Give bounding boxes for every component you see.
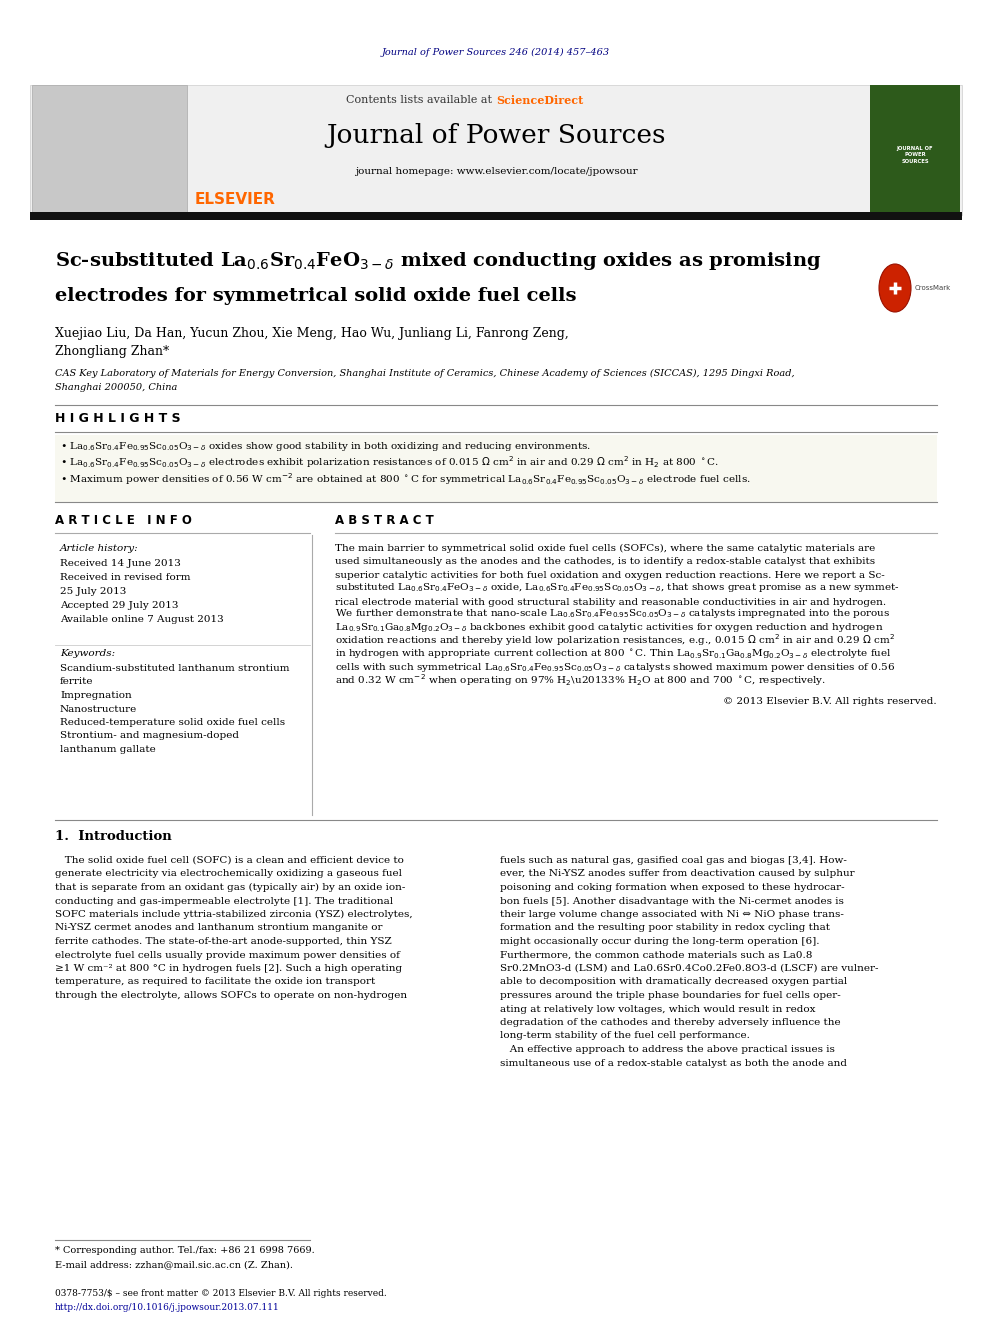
Text: that is separate from an oxidant gas (typically air) by an oxide ion-: that is separate from an oxidant gas (ty… xyxy=(55,882,406,892)
Text: * Corresponding author. Tel./fax: +86 21 6998 7669.: * Corresponding author. Tel./fax: +86 21… xyxy=(55,1246,314,1256)
Bar xyxy=(30,212,962,220)
Text: degradation of the cathodes and thereby adversely influence the: degradation of the cathodes and thereby … xyxy=(500,1017,840,1027)
Text: Strontium- and magnesium-doped: Strontium- and magnesium-doped xyxy=(60,732,239,741)
Text: $\bullet$ La$_{0.6}$Sr$_{0.4}$Fe$_{0.95}$Sc$_{0.05}$O$_{3-\delta}$ electrodes ex: $\bullet$ La$_{0.6}$Sr$_{0.4}$Fe$_{0.95}… xyxy=(60,454,719,470)
Text: and 0.32 W cm$^{-2}$ when operating on 97% H$_2$\u20133% H$_2$O at 800 and 700 $: and 0.32 W cm$^{-2}$ when operating on 9… xyxy=(335,672,826,688)
Text: Scandium-substituted lanthanum strontium: Scandium-substituted lanthanum strontium xyxy=(60,664,290,673)
Text: ever, the Ni-YSZ anodes suffer from deactivation caused by sulphur: ever, the Ni-YSZ anodes suffer from deac… xyxy=(500,869,855,878)
Text: Nanostructure: Nanostructure xyxy=(60,705,137,713)
Text: H I G H L I G H T S: H I G H L I G H T S xyxy=(55,411,181,425)
Text: 0378-7753/$ – see front matter © 2013 Elsevier B.V. All rights reserved.: 0378-7753/$ – see front matter © 2013 El… xyxy=(55,1289,387,1298)
Bar xyxy=(32,85,187,212)
Text: CrossMark: CrossMark xyxy=(915,284,951,291)
Text: lanthanum gallate: lanthanum gallate xyxy=(60,745,156,754)
Text: http://dx.doi.org/10.1016/j.jpowsour.2013.07.111: http://dx.doi.org/10.1016/j.jpowsour.201… xyxy=(55,1303,280,1312)
Text: substituted La$_{0.6}$Sr$_{0.4}$FeO$_{3-\delta}$ oxide, La$_{0.6}$Sr$_{0.4}$Fe$_: substituted La$_{0.6}$Sr$_{0.4}$FeO$_{3-… xyxy=(335,581,900,594)
Text: ELSEVIER: ELSEVIER xyxy=(195,193,276,208)
Text: cells with such symmetrical La$_{0.6}$Sr$_{0.4}$Fe$_{0.95}$Sc$_{0.05}$O$_{3-\del: cells with such symmetrical La$_{0.6}$Sr… xyxy=(335,662,895,675)
Text: temperature, as required to facilitate the oxide ion transport: temperature, as required to facilitate t… xyxy=(55,978,375,987)
Text: poisoning and coking formation when exposed to these hydrocar-: poisoning and coking formation when expo… xyxy=(500,882,844,892)
Text: © 2013 Elsevier B.V. All rights reserved.: © 2013 Elsevier B.V. All rights reserved… xyxy=(723,697,937,706)
Text: in hydrogen with appropriate current collection at 800 $^\circ$C. Thin La$_{0.9}: in hydrogen with appropriate current col… xyxy=(335,647,892,662)
Text: Accepted 29 July 2013: Accepted 29 July 2013 xyxy=(60,601,179,610)
Text: CAS Key Laboratory of Materials for Energy Conversion, Shanghai Institute of Cer: CAS Key Laboratory of Materials for Ener… xyxy=(55,369,795,378)
Text: pressures around the triple phase boundaries for fuel cells oper-: pressures around the triple phase bounda… xyxy=(500,991,841,1000)
Text: generate electricity via electrochemically oxidizing a gaseous fuel: generate electricity via electrochemical… xyxy=(55,869,402,878)
Text: Furthermore, the common cathode materials such as La0.8: Furthermore, the common cathode material… xyxy=(500,950,812,959)
Text: A R T I C L E   I N F O: A R T I C L E I N F O xyxy=(55,515,191,527)
Text: The solid oxide fuel cell (SOFC) is a clean and efficient device to: The solid oxide fuel cell (SOFC) is a cl… xyxy=(55,856,404,865)
Text: able to decomposition with dramatically decreased oxygen partial: able to decomposition with dramatically … xyxy=(500,978,847,987)
Text: used simultaneously as the anodes and the cathodes, is to identify a redox-stabl: used simultaneously as the anodes and th… xyxy=(335,557,875,566)
Text: JOURNAL OF
POWER
SOURCES: JOURNAL OF POWER SOURCES xyxy=(897,146,933,164)
Text: conducting and gas-impermeable electrolyte [1]. The traditional: conducting and gas-impermeable electroly… xyxy=(55,897,393,905)
Text: Contents lists available at: Contents lists available at xyxy=(346,95,496,105)
Text: electrodes for symmetrical solid oxide fuel cells: electrodes for symmetrical solid oxide f… xyxy=(55,287,576,306)
Text: Xuejiao Liu, Da Han, Yucun Zhou, Xie Meng, Hao Wu, Junliang Li, Fanrong Zeng,: Xuejiao Liu, Da Han, Yucun Zhou, Xie Men… xyxy=(55,327,568,340)
Text: oxidation reactions and thereby yield low polarization resistances, e.g., 0.015 : oxidation reactions and thereby yield lo… xyxy=(335,631,895,647)
Text: An effective approach to address the above practical issues is: An effective approach to address the abo… xyxy=(500,1045,835,1054)
Text: La$_{0.9}$Sr$_{0.1}$Ga$_{0.8}$Mg$_{0.2}$O$_{3-\delta}$ backbones exhibit good ca: La$_{0.9}$Sr$_{0.1}$Ga$_{0.8}$Mg$_{0.2}$… xyxy=(335,620,884,634)
Text: 1.  Introduction: 1. Introduction xyxy=(55,830,172,843)
Text: simultaneous use of a redox-stable catalyst as both the anode and: simultaneous use of a redox-stable catal… xyxy=(500,1058,847,1068)
Bar xyxy=(30,85,962,216)
Text: journal homepage: www.elsevier.com/locate/jpowsour: journal homepage: www.elsevier.com/locat… xyxy=(355,168,637,176)
Text: $\bullet$ Maximum power densities of 0.56 W cm$^{-2}$ are obtained at 800 $^\cir: $\bullet$ Maximum power densities of 0.5… xyxy=(60,471,751,487)
Text: bon fuels [5]. Another disadvantage with the Ni-cermet anodes is: bon fuels [5]. Another disadvantage with… xyxy=(500,897,844,905)
Text: 25 July 2013: 25 July 2013 xyxy=(60,587,126,595)
Text: Journal of Power Sources 246 (2014) 457–463: Journal of Power Sources 246 (2014) 457–… xyxy=(382,48,610,57)
Text: Sc-substituted La$_{0.6}$Sr$_{0.4}$FeO$_{3-\delta}$ mixed conducting oxides as p: Sc-substituted La$_{0.6}$Sr$_{0.4}$FeO$_… xyxy=(55,250,821,273)
Text: might occasionally occur during the long-term operation [6].: might occasionally occur during the long… xyxy=(500,937,819,946)
Text: Available online 7 August 2013: Available online 7 August 2013 xyxy=(60,615,224,624)
Text: E-mail address: zzhan@mail.sic.ac.cn (Z. Zhan).: E-mail address: zzhan@mail.sic.ac.cn (Z.… xyxy=(55,1259,293,1269)
Text: $\bullet$ La$_{0.6}$Sr$_{0.4}$Fe$_{0.95}$Sc$_{0.05}$O$_{3-\delta}$ oxides show g: $\bullet$ La$_{0.6}$Sr$_{0.4}$Fe$_{0.95}… xyxy=(60,441,591,452)
Text: Received 14 June 2013: Received 14 June 2013 xyxy=(60,560,181,568)
Bar xyxy=(55,435,937,501)
Text: A B S T R A C T: A B S T R A C T xyxy=(335,515,434,527)
Text: rical electrode material with good structural stability and reasonable conductiv: rical electrode material with good struc… xyxy=(335,598,886,607)
Text: SOFC materials include yttria-stabilized zirconia (YSZ) electrolytes,: SOFC materials include yttria-stabilized… xyxy=(55,910,413,919)
Text: their large volume change associated with Ni ⇔ NiO phase trans-: their large volume change associated wit… xyxy=(500,910,844,919)
Text: Keywords:: Keywords: xyxy=(60,650,115,658)
Text: Zhongliang Zhan*: Zhongliang Zhan* xyxy=(55,345,170,359)
Text: Shanghai 200050, China: Shanghai 200050, China xyxy=(55,382,178,392)
Text: through the electrolyte, allows SOFCs to operate on non-hydrogen: through the electrolyte, allows SOFCs to… xyxy=(55,991,407,1000)
Text: Impregnation: Impregnation xyxy=(60,691,132,700)
Text: We further demonstrate that nano-scale La$_{0.6}$Sr$_{0.4}$Fe$_{0.95}$Sc$_{0.05}: We further demonstrate that nano-scale L… xyxy=(335,607,890,620)
Text: Ni-YSZ cermet anodes and lanthanum strontium manganite or: Ni-YSZ cermet anodes and lanthanum stron… xyxy=(55,923,383,933)
Text: fuels such as natural gas, gasified coal gas and biogas [3,4]. How-: fuels such as natural gas, gasified coal… xyxy=(500,856,847,865)
Text: electrolyte fuel cells usually provide maximum power densities of: electrolyte fuel cells usually provide m… xyxy=(55,950,400,959)
Text: long-term stability of the fuel cell performance.: long-term stability of the fuel cell per… xyxy=(500,1032,750,1040)
Text: The main barrier to symmetrical solid oxide fuel cells (SOFCs), where the same c: The main barrier to symmetrical solid ox… xyxy=(335,544,875,553)
Text: ScienceDirect: ScienceDirect xyxy=(496,94,583,106)
Text: Sr0.2MnO3-d (LSM) and La0.6Sr0.4Co0.2Fe0.8O3-d (LSCF) are vulner-: Sr0.2MnO3-d (LSM) and La0.6Sr0.4Co0.2Fe0… xyxy=(500,964,879,972)
Text: ferrite: ferrite xyxy=(60,677,93,687)
Text: Received in revised form: Received in revised form xyxy=(60,573,190,582)
Text: Article history:: Article history: xyxy=(60,544,139,553)
Text: Reduced-temperature solid oxide fuel cells: Reduced-temperature solid oxide fuel cel… xyxy=(60,718,285,728)
Bar xyxy=(870,85,960,212)
Text: Journal of Power Sources: Journal of Power Sources xyxy=(326,123,666,147)
Text: ≥1 W cm⁻² at 800 °C in hydrogen fuels [2]. Such a high operating: ≥1 W cm⁻² at 800 °C in hydrogen fuels [2… xyxy=(55,964,402,972)
Text: ating at relatively low voltages, which would result in redox: ating at relatively low voltages, which … xyxy=(500,1004,815,1013)
Text: ferrite cathodes. The state-of-the-art anode-supported, thin YSZ: ferrite cathodes. The state-of-the-art a… xyxy=(55,937,392,946)
Text: superior catalytic activities for both fuel oxidation and oxygen reduction react: superior catalytic activities for both f… xyxy=(335,572,885,579)
Text: formation and the resulting poor stability in redox cycling that: formation and the resulting poor stabili… xyxy=(500,923,830,933)
Ellipse shape xyxy=(879,265,911,312)
